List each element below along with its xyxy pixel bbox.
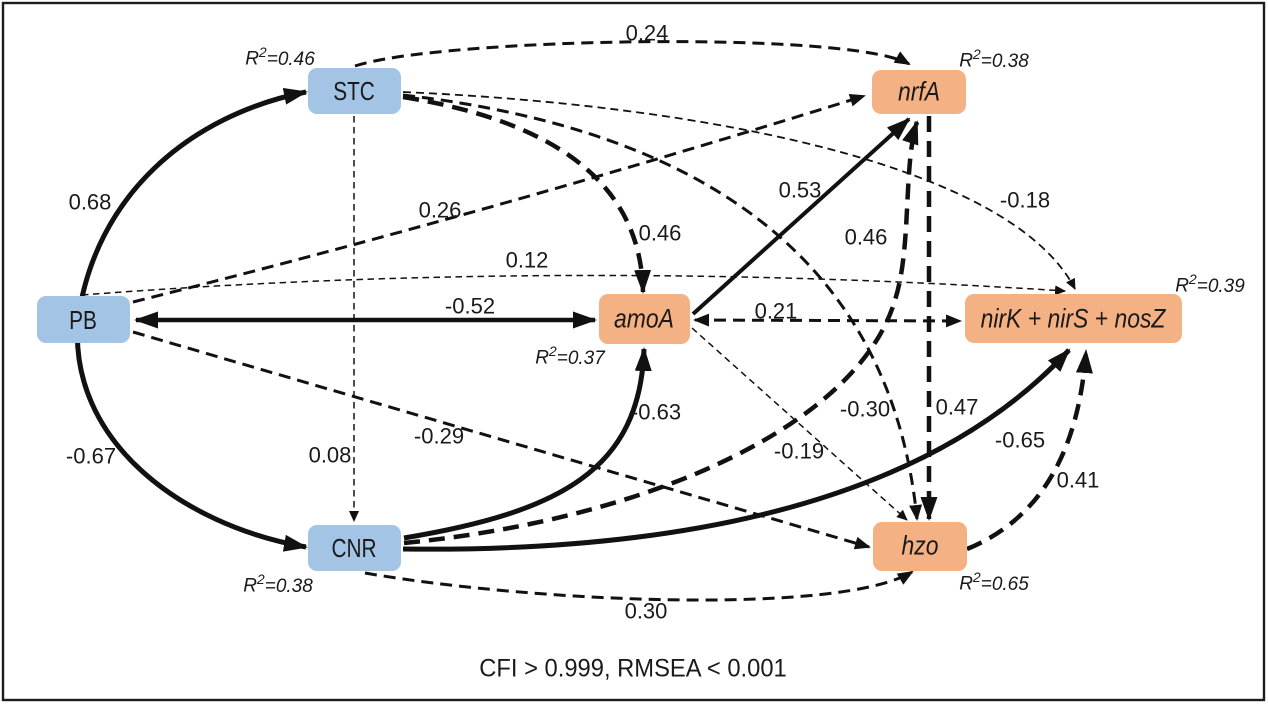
svg-text:STC: STC bbox=[333, 77, 375, 106]
svg-text:0.30: 0.30 bbox=[625, 599, 668, 624]
svg-text:-0.19: -0.19 bbox=[774, 439, 824, 464]
svg-text:0.47: 0.47 bbox=[936, 395, 979, 420]
svg-text:R2=0.38: R2=0.38 bbox=[243, 571, 313, 597]
svg-text:0.26: 0.26 bbox=[419, 198, 462, 223]
svg-text:0.41: 0.41 bbox=[1057, 468, 1100, 493]
svg-text:0.12: 0.12 bbox=[506, 248, 549, 273]
svg-text:nirK + nirS + nosZ: nirK + nirS + nosZ bbox=[981, 304, 1167, 334]
svg-text:amoA: amoA bbox=[614, 304, 674, 334]
svg-text:0.24: 0.24 bbox=[626, 21, 669, 46]
svg-text:R2=0.39: R2=0.39 bbox=[1175, 271, 1245, 297]
svg-text:-0.65: -0.65 bbox=[995, 428, 1045, 453]
svg-text:-0.67: -0.67 bbox=[66, 444, 116, 469]
svg-text:hzo: hzo bbox=[902, 531, 939, 561]
svg-text:nrfA: nrfA bbox=[898, 77, 940, 107]
svg-text:0.68: 0.68 bbox=[69, 190, 112, 215]
svg-text:R2=0.37: R2=0.37 bbox=[535, 343, 606, 369]
svg-text:0.46: 0.46 bbox=[845, 225, 888, 250]
svg-text:R2=0.46: R2=0.46 bbox=[245, 44, 315, 70]
svg-text:R2=0.65: R2=0.65 bbox=[959, 569, 1029, 595]
svg-text:0.53: 0.53 bbox=[779, 178, 822, 203]
svg-text:0.21: 0.21 bbox=[755, 299, 798, 324]
svg-text:0.08: 0.08 bbox=[309, 443, 352, 468]
svg-text:-0.30: -0.30 bbox=[840, 397, 890, 422]
svg-text:0.46: 0.46 bbox=[639, 221, 682, 246]
svg-text:CNR: CNR bbox=[331, 534, 376, 563]
svg-text:-0.29: -0.29 bbox=[414, 424, 464, 449]
svg-text:PB: PB bbox=[69, 306, 97, 335]
svg-text:-0.52: -0.52 bbox=[445, 294, 495, 319]
svg-text:-0.63: -0.63 bbox=[631, 400, 681, 425]
svg-text:-0.18: -0.18 bbox=[1000, 188, 1050, 213]
svg-text:R2=0.38: R2=0.38 bbox=[959, 46, 1029, 72]
svg-text:CFI > 0.999, RMSEA < 0.001: CFI > 0.999, RMSEA < 0.001 bbox=[479, 655, 787, 683]
